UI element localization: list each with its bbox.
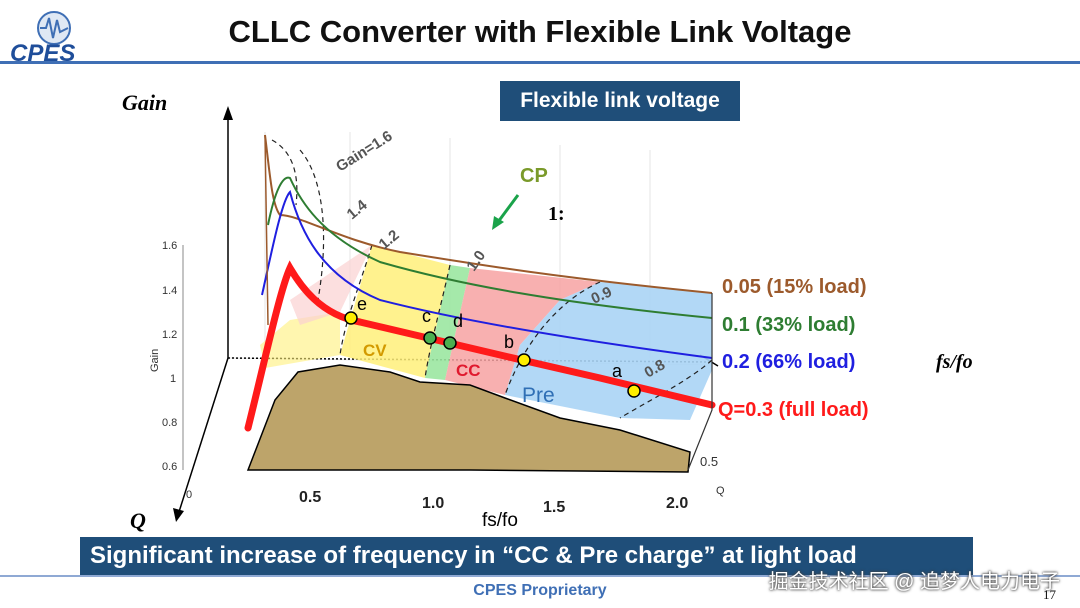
z-tick: 0.6 (162, 461, 177, 473)
z-tick: 1 (170, 373, 176, 385)
gain-curves (244, 134, 716, 471)
contour-label: 1.4 (344, 196, 371, 223)
point-d (443, 336, 457, 350)
cp-arrow (496, 194, 520, 223)
z-axis-small-title: Gain (149, 349, 161, 372)
cp-arrow-head (492, 216, 504, 230)
curve-q03 (244, 260, 716, 432)
contour-1-2 (339, 244, 373, 356)
cpes-logo: CPES (10, 11, 75, 64)
point-label: d (453, 311, 463, 331)
page-title: CLLC Converter with Flexible Link Voltag… (228, 14, 852, 49)
x-tick: 2.0 (666, 495, 688, 512)
x-tick: 1.0 (422, 495, 444, 512)
page-number: 17 (1043, 587, 1056, 602)
footer-text: CPES Proprietary (473, 582, 607, 599)
cv-region (340, 245, 450, 378)
point-a (627, 384, 641, 398)
x-tick: 0.5 (299, 489, 321, 506)
point-labels: a b c d e (357, 294, 623, 381)
legend-item-q02: 0.2 (66% load) (722, 351, 855, 373)
legend-item-q005: 0.05 (15% load) (722, 276, 867, 298)
right-edge (687, 293, 713, 471)
base-surface (246, 364, 691, 473)
z-tick: 1.6 (162, 240, 177, 252)
title-divider (0, 61, 1080, 64)
y-tick: 0.5 (700, 454, 718, 469)
point-label: e (357, 294, 367, 314)
z-tick: 1.2 (162, 329, 177, 341)
y-tick: 0 (186, 489, 192, 501)
ratio-label: 1: (548, 203, 565, 225)
cc-region (445, 268, 600, 395)
summary-banner: Significant increase of frequency in “CC… (80, 537, 973, 575)
z-axis-title: Gain (122, 90, 167, 115)
cp-region (425, 265, 470, 380)
point-e (344, 311, 358, 325)
x-axis-title: fs/fo (482, 510, 518, 531)
z-tick: 0.8 (162, 417, 177, 429)
pre-region (505, 282, 712, 420)
cc-label: CC (456, 361, 481, 380)
x-tick: 1.5 (543, 499, 565, 516)
x-axis-title-right: fs/fo (936, 351, 973, 373)
point-label: b (504, 332, 514, 352)
curve-q01 (267, 176, 713, 319)
watermark: 掘金技术社区 @ 追梦人电力电子 (768, 571, 1060, 593)
z-tick-labels: 1.6 1.4 1.2 1 0.8 0.6 (162, 240, 177, 473)
contour-label: Gain=1.6 (333, 128, 395, 176)
left-region-pink (290, 245, 372, 325)
y-axis-small-title: Q (716, 485, 725, 497)
operating-regions (260, 245, 712, 420)
contour-0-8 (619, 359, 713, 419)
contour-1-6 (271, 139, 298, 206)
curve-q02 (261, 190, 713, 359)
legend: 0.05 (15% load) 0.1 (33% load) 0.2 (66% … (718, 276, 869, 421)
contour-1-4 (299, 149, 325, 301)
gain-contours (271, 139, 713, 419)
cp-label: CP (520, 165, 548, 187)
region-labels: CV CP CC Pre (363, 165, 555, 407)
cv-label: CV (363, 341, 387, 360)
point-label: c (422, 306, 431, 326)
surface-edge-brown (264, 134, 269, 326)
x-tick-labels: 0.5 1.0 1.5 2.0 (299, 489, 688, 516)
footer-divider (0, 575, 1080, 577)
point-b (517, 353, 531, 367)
logo-text: CPES (10, 40, 75, 64)
z-tick: 1.4 (162, 285, 177, 297)
legend-item-q01: 0.1 (33% load) (722, 314, 855, 336)
pre-label: Pre (522, 384, 555, 407)
flexible-link-badge: Flexible link voltage (500, 81, 740, 121)
point-c (423, 331, 437, 345)
left-region (260, 312, 340, 368)
operating-points (344, 311, 641, 398)
point-label: a (612, 361, 623, 381)
legend-item-q03: Q=0.3 (full load) (718, 399, 869, 421)
y-axis-title: Q (130, 508, 146, 533)
